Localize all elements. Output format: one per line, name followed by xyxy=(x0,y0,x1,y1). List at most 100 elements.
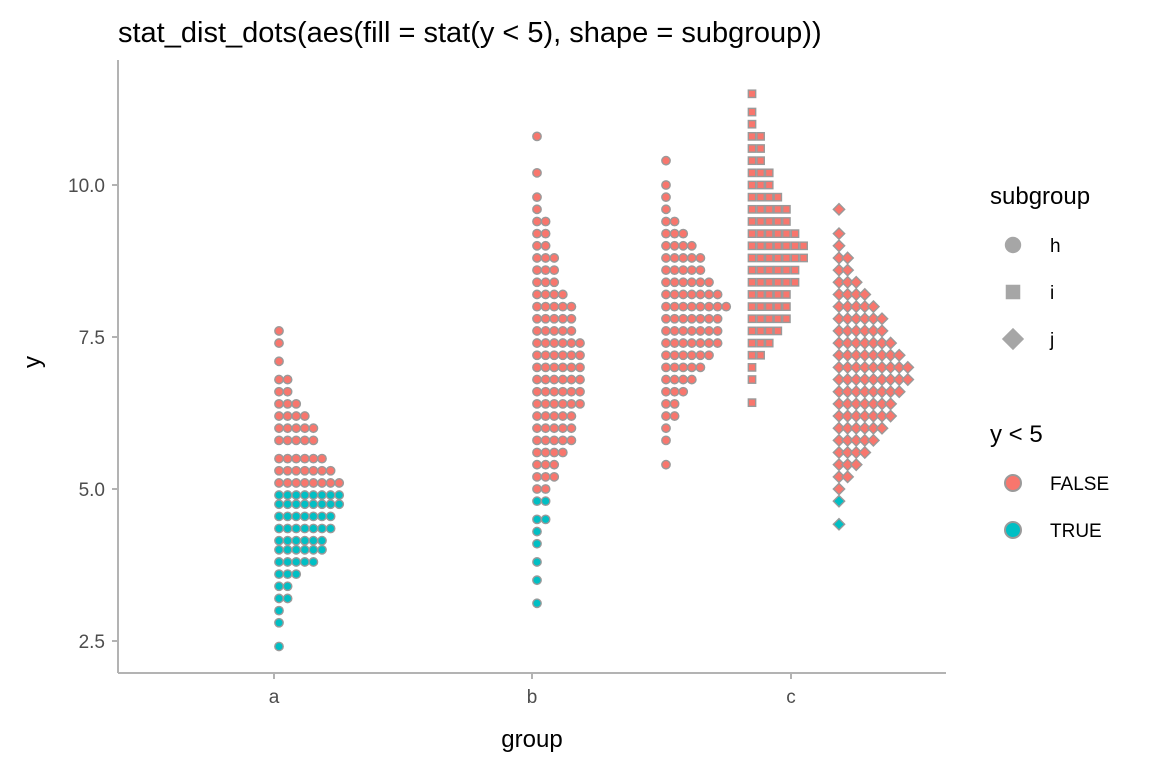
dot-a-h xyxy=(282,465,293,476)
dot-c-j xyxy=(866,336,881,350)
dot-c-j xyxy=(832,324,846,338)
dot-c-h xyxy=(669,386,680,397)
dot-c-i xyxy=(747,168,757,178)
dot-b-h xyxy=(566,374,577,385)
dot-c-i xyxy=(756,180,765,190)
dot-b-h xyxy=(540,423,551,434)
dot-c-i xyxy=(747,241,757,251)
dot-a-h xyxy=(274,338,284,348)
dot-c-h xyxy=(661,253,671,263)
dot-b-h xyxy=(540,289,551,300)
dot-c-h xyxy=(661,386,671,397)
dot-c-h xyxy=(686,289,697,300)
dot-a-h xyxy=(274,523,284,534)
dot-c-j xyxy=(866,421,881,435)
dot-b-h xyxy=(549,289,560,300)
dot-a-h xyxy=(299,465,310,476)
dot-a-h xyxy=(299,499,310,510)
dot-c-h xyxy=(704,301,714,312)
dot-c-i xyxy=(747,350,757,360)
y-tick-label: 7.5 xyxy=(79,328,105,349)
dot-b-h xyxy=(532,326,542,336)
dot-c-j xyxy=(832,458,846,472)
dot-c-j xyxy=(840,324,855,338)
dot-b-h xyxy=(532,471,542,482)
dot-c-j xyxy=(858,445,872,460)
dot-c-h xyxy=(695,265,706,276)
dot-c-j xyxy=(866,312,881,326)
dot-b-h xyxy=(540,313,551,324)
dot-b-h xyxy=(540,435,551,446)
dot-b-h xyxy=(566,362,577,373)
dot-b-h xyxy=(532,240,542,251)
dot-a-h xyxy=(282,593,293,604)
y-tick-label: 5.0 xyxy=(79,480,105,501)
dot-b-h xyxy=(540,301,551,312)
dot-b-h xyxy=(549,253,560,263)
dot-c-h xyxy=(661,228,671,239)
dot-c-i xyxy=(747,156,757,166)
dot-b-h xyxy=(557,435,568,446)
dot-c-i xyxy=(764,277,774,287)
dot-c-h xyxy=(669,338,680,348)
dot-c-h xyxy=(704,338,714,348)
dot-a-h xyxy=(334,490,345,500)
dot-a-h xyxy=(274,499,284,510)
dot-c-h xyxy=(661,459,671,470)
dot-c-i xyxy=(773,277,783,287)
dot-c-j xyxy=(832,409,846,423)
dot-layer xyxy=(274,89,915,652)
dot-c-j xyxy=(832,202,846,216)
x-tick-label: b xyxy=(527,687,538,708)
dot-c-h xyxy=(669,253,680,263)
dot-c-i xyxy=(756,229,765,239)
dot-c-h xyxy=(686,277,697,288)
dot-b-h xyxy=(566,411,577,421)
dot-a-h xyxy=(308,478,319,488)
dot-c-j xyxy=(849,421,863,435)
dot-c-i xyxy=(790,277,800,287)
dot-c-j xyxy=(883,336,898,350)
dot-c-h xyxy=(704,313,714,324)
legend: subgroup h i j y < 5 FALSE TRUE xyxy=(990,183,1109,542)
dot-c-i xyxy=(782,204,791,214)
dot-a-h xyxy=(282,435,293,446)
series-b-h xyxy=(532,131,585,609)
dot-a-h xyxy=(299,544,310,555)
dot-b-h xyxy=(549,411,560,421)
dot-c-j xyxy=(875,421,889,435)
dot-c-i xyxy=(747,253,757,263)
dot-c-j xyxy=(866,409,881,423)
dot-a-h xyxy=(334,499,345,510)
dot-c-i xyxy=(764,217,774,226)
dot-c-i xyxy=(747,314,757,324)
dot-c-h xyxy=(686,240,697,251)
dot-c-h xyxy=(695,350,706,361)
dot-c-j xyxy=(892,348,906,362)
dot-c-i xyxy=(782,265,791,275)
dot-c-j xyxy=(840,458,855,472)
dot-b-h xyxy=(532,447,542,458)
dot-b-h xyxy=(540,496,551,507)
dot-b-h xyxy=(540,326,551,336)
dot-c-i xyxy=(756,302,765,311)
dot-c-i xyxy=(790,229,800,239)
dot-b-h xyxy=(557,398,568,409)
dot-c-i xyxy=(773,290,783,299)
dot-b-h xyxy=(540,277,551,288)
dot-c-j xyxy=(866,385,881,399)
dot-c-h xyxy=(695,277,706,288)
dot-c-j xyxy=(840,372,855,387)
dot-a-h xyxy=(317,465,327,476)
chart-title: stat_dist_dots(aes(fill = stat(y < 5), s… xyxy=(118,17,822,49)
dot-c-j xyxy=(883,348,898,362)
dot-c-i xyxy=(764,302,774,311)
dot-a-h xyxy=(308,453,319,464)
dot-c-j xyxy=(832,336,846,350)
dot-c-j xyxy=(849,445,863,460)
dot-c-i xyxy=(756,350,765,360)
dot-c-j xyxy=(901,360,915,375)
dot-c-h xyxy=(678,240,689,251)
dot-c-h xyxy=(669,350,680,361)
dot-c-j xyxy=(849,299,863,314)
